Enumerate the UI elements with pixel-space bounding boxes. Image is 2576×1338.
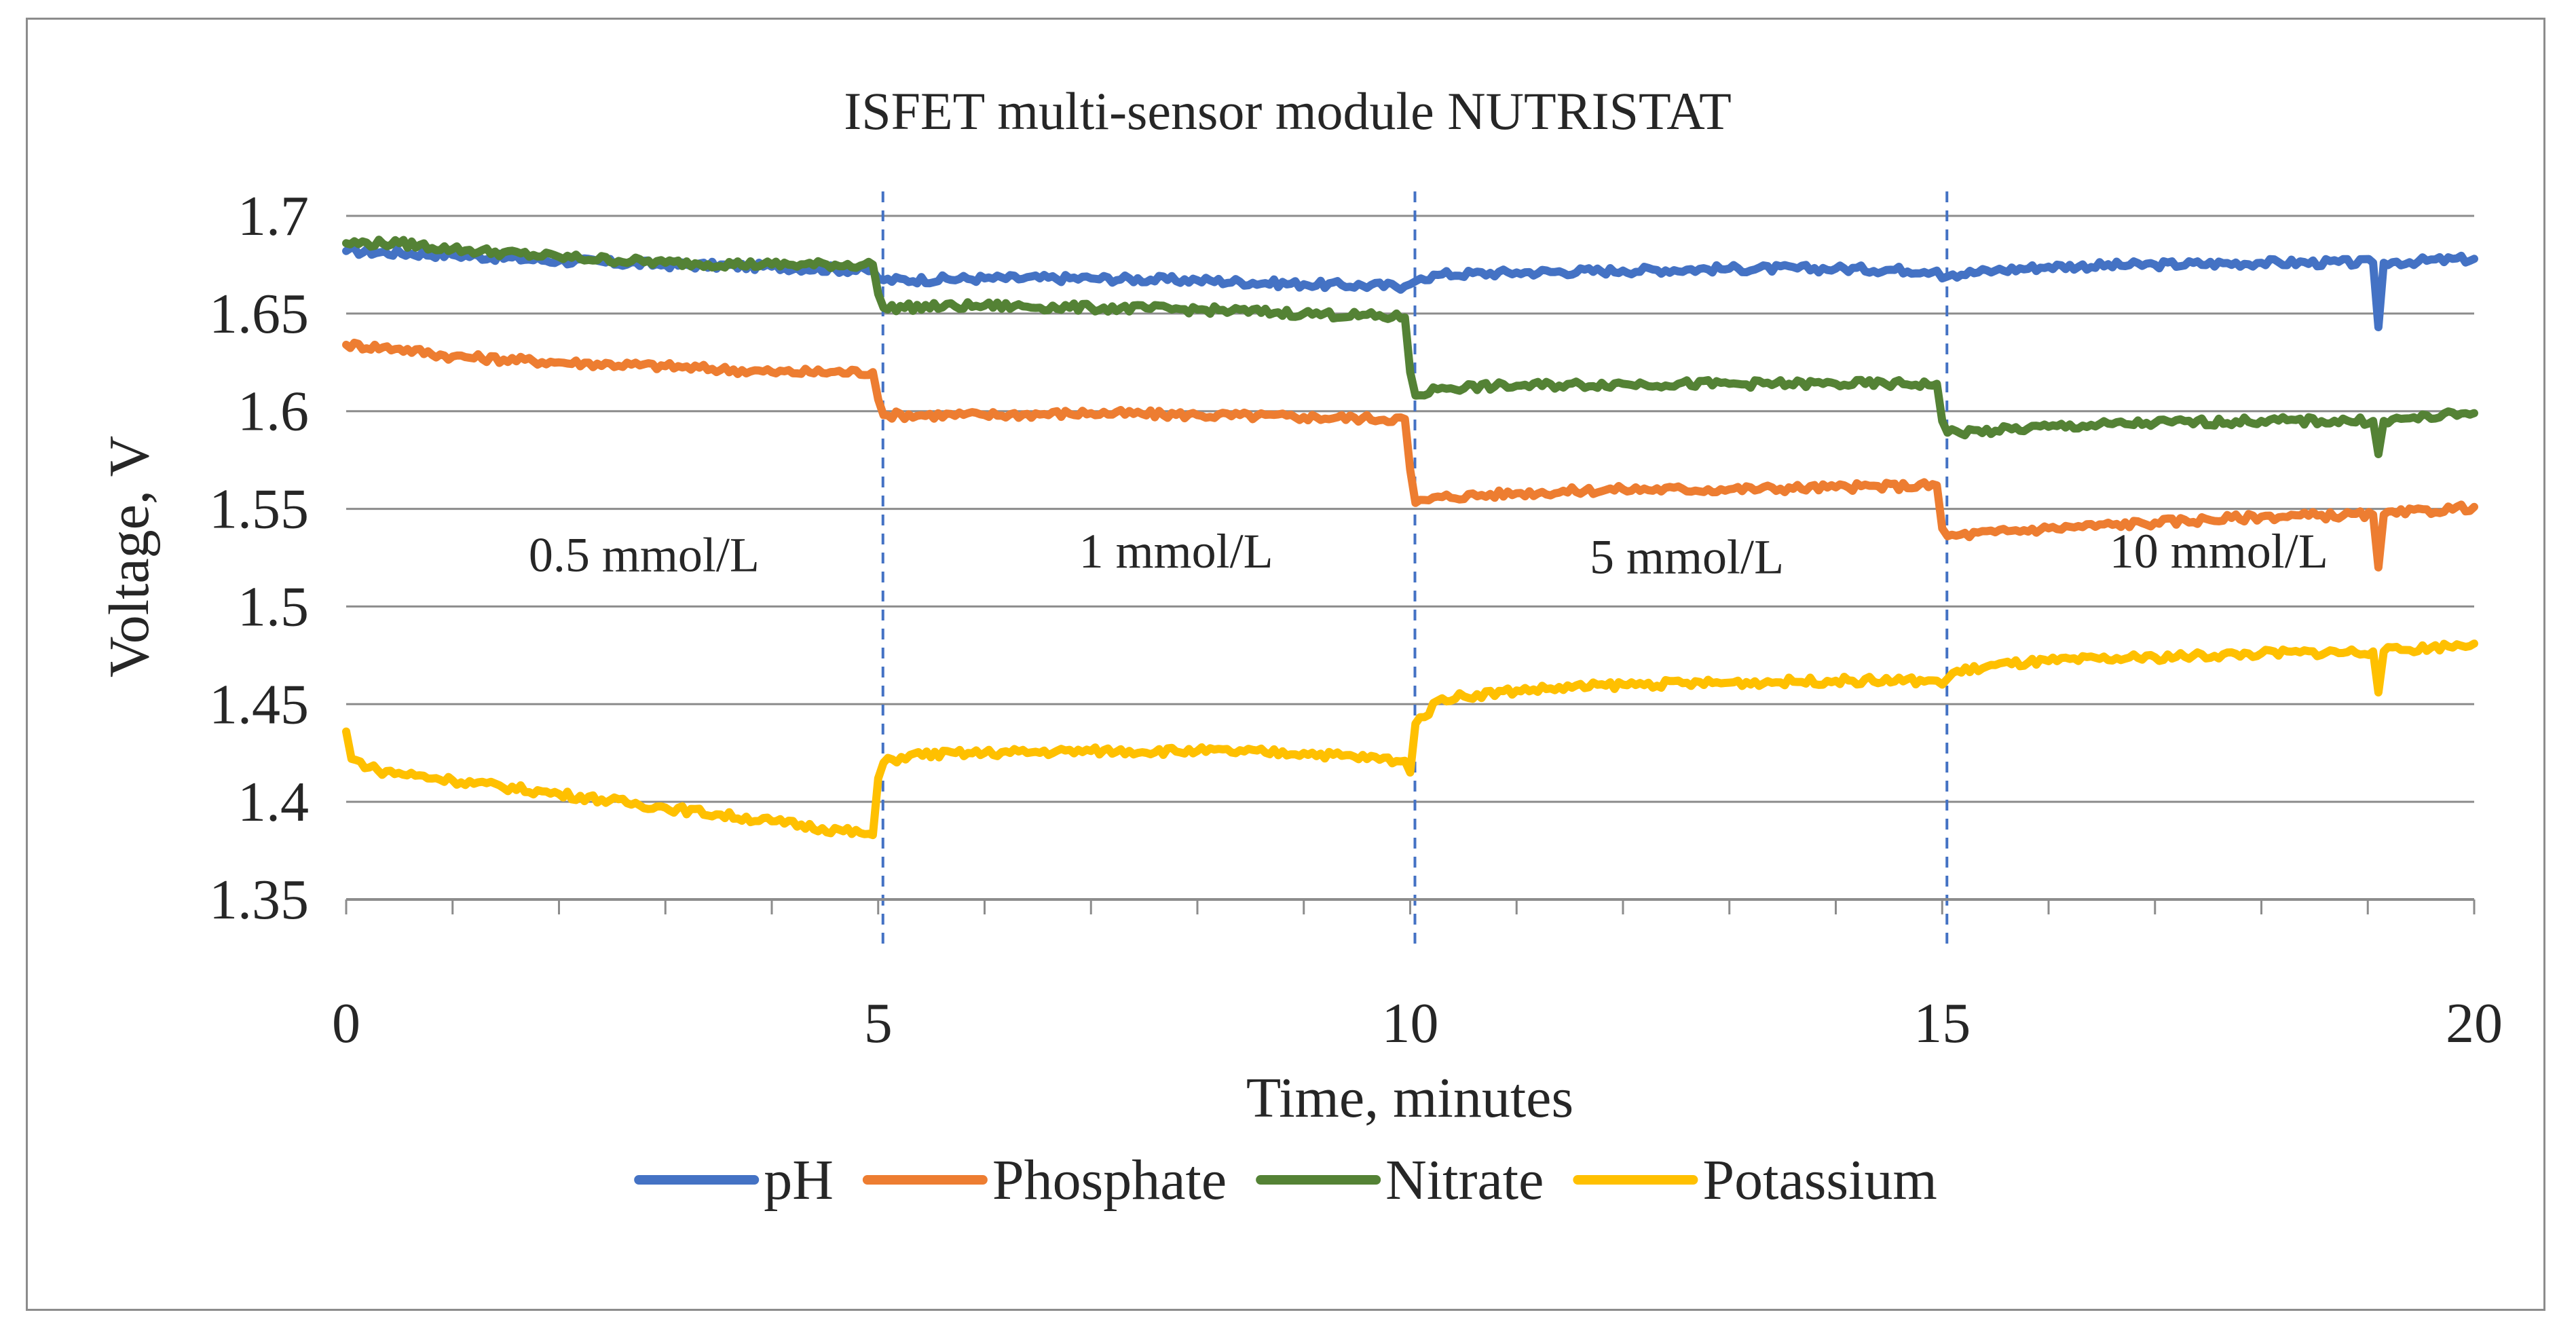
x-tick-label: 15 [1914, 992, 1971, 1055]
series-line-potassium [342, 639, 2478, 840]
chart-title: ISFET multi-sensor module NUTRISTAT [844, 81, 1731, 141]
legend-label-potassium: Potassium [1702, 1149, 1937, 1212]
x-tick-label: 0 [332, 992, 360, 1055]
y-tick-label: 1.35 [209, 868, 309, 931]
axis-layer: 1.35 1.4 1.45 1.5 1.55 1.6 1.65 1.7 0 5 10 15 20 [209, 185, 2503, 1055]
legend-label-phosphate: Phosphate [992, 1149, 1227, 1212]
chart-frame [26, 18, 2545, 1311]
legend-label-nitrate: Nitrate [1385, 1149, 1544, 1212]
annot-layer: 0.5 mmol/L 1 mmol/L 5 mmol/L 10 mmol/L [529, 524, 2328, 584]
x-axis-title: Time, minutes [1246, 1066, 1573, 1130]
series-layer [342, 236, 2478, 840]
grid-layer [346, 215, 2474, 803]
x-tick-label: 20 [2446, 992, 2503, 1055]
x-tick-label: 5 [864, 992, 893, 1055]
concentration-label: 5 mmol/L [1590, 530, 1784, 584]
concentration-label: 10 mmol/L [2110, 524, 2328, 578]
series-line-nitrate [342, 236, 2478, 458]
y-tick-label: 1.7 [238, 185, 309, 248]
legend: pH Phosphate Nitrate Potassium [634, 1149, 1937, 1212]
y-tick-label: 1.4 [238, 770, 309, 834]
marker-layer [881, 191, 1949, 944]
legend-label-ph: pH [764, 1149, 834, 1212]
y-axis-title: Voltage, V [98, 436, 161, 677]
series-line-phosphate [342, 338, 2478, 572]
y-tick-label: 1.45 [209, 673, 309, 736]
y-tick-label: 1.5 [238, 575, 309, 638]
x-tick-label: 10 [1382, 992, 1439, 1055]
y-tick-label: 1.6 [238, 380, 309, 443]
y-tick-label: 1.65 [209, 282, 309, 346]
concentration-label: 1 mmol/L [1079, 524, 1273, 578]
y-tick-label: 1.55 [209, 478, 309, 541]
concentration-label: 0.5 mmol/L [529, 528, 760, 582]
